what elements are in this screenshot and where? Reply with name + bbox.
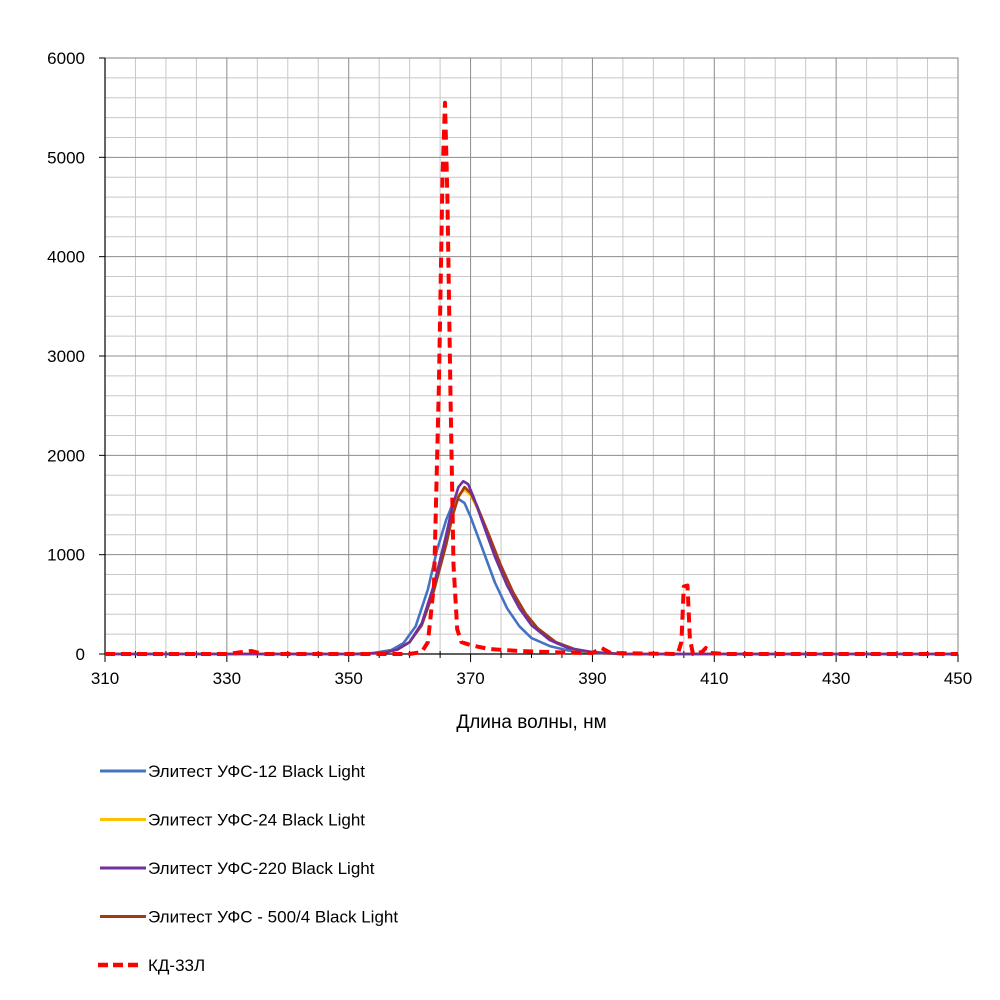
series-line-3	[105, 479, 958, 656]
x-axis-title: Длина волны, нм	[456, 712, 606, 733]
x-tick-label: 330	[213, 669, 241, 688]
x-tick-label: 390	[578, 669, 606, 688]
x-tick-label: 430	[822, 669, 850, 688]
x-tick-label: 350	[335, 669, 363, 688]
legend-label: КД-33Л	[148, 956, 205, 975]
series-layer	[105, 100, 958, 656]
legend-label: Элитест УФС - 500/4 Black Light	[148, 908, 398, 927]
y-tick-label: 1000	[47, 546, 85, 565]
x-tick-label: 410	[700, 669, 728, 688]
y-tick-label: 0	[76, 645, 85, 664]
y-tick-label: 2000	[47, 446, 85, 465]
legend-label: Элитест УФС-220 Black Light	[148, 859, 375, 878]
y-tick-label: 5000	[47, 148, 85, 167]
x-tick-labels: 310 330 350 370 390 410 430 450	[91, 669, 972, 688]
x-tick-label: 310	[91, 669, 119, 688]
series-line-1	[105, 497, 958, 656]
series-line-5	[105, 100, 958, 656]
y-tick-labels: 0 1000 2000 3000 4000 5000 6000	[47, 49, 85, 664]
legend-label: Элитест УФС-12 Black Light	[148, 762, 365, 781]
y-tick-label: 6000	[47, 49, 85, 68]
y-tick-label: 4000	[47, 248, 85, 267]
x-tick-label: 370	[456, 669, 484, 688]
legend-label: Элитест УФС-24 Black Light	[148, 811, 365, 830]
y-tick-label: 3000	[47, 347, 85, 366]
legend: Элитест УФС-12 Black Light Элитест УФС-24…	[98, 762, 398, 975]
x-tick-label: 450	[944, 669, 972, 688]
